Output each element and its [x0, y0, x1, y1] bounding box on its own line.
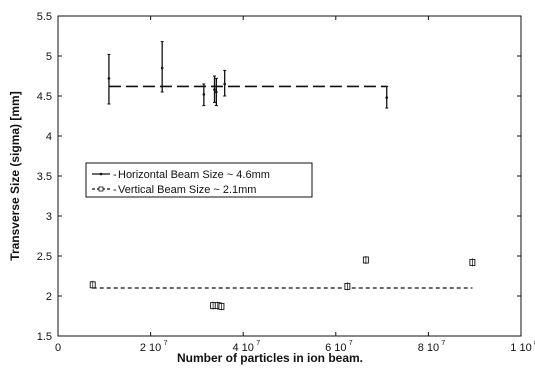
- legend-marker-vertical: [98, 186, 104, 192]
- legend-dash-vertical: -: [113, 184, 117, 196]
- point-horizontal: [223, 82, 226, 86]
- x-tick-label: 6 10: [325, 342, 346, 354]
- data-marks: [89, 41, 476, 311]
- point-horizontal: [215, 90, 218, 94]
- x-tick-label: 2 10: [140, 342, 161, 354]
- y-tick-label: 3.5: [37, 171, 52, 183]
- point-horizontal: [202, 93, 206, 96]
- x-tick-label: 4 10: [232, 342, 253, 354]
- x-tick-exponent: 7: [349, 340, 353, 347]
- y-tick-label: 4: [46, 131, 52, 143]
- x-axis-title: Number of particles in ion beam.: [177, 351, 363, 365]
- x-tick-exponent: 7: [441, 340, 445, 347]
- fit-lines: [92, 85, 473, 289]
- point-horizontal: [160, 66, 164, 70]
- legend-dash-horizontal: -: [113, 169, 117, 181]
- point-horizontal: [107, 77, 111, 80]
- y-tick-label: 2.5: [37, 251, 52, 263]
- point-horizontal: [385, 96, 389, 99]
- y-tick-label: 4.5: [37, 91, 52, 103]
- y-tick-label: 5.5: [37, 11, 52, 23]
- x-tick-label: 8 10: [418, 342, 439, 354]
- legend: - Horizontal Beam Size ~ 4.6mm - Vertica…: [85, 162, 313, 198]
- y-tick-label: 5: [46, 51, 52, 63]
- x-tick-label: 1 10: [510, 342, 531, 354]
- x-tick-label: 0: [55, 342, 61, 354]
- x-tick-exponent: 7: [164, 340, 168, 347]
- y-axis-title: Transverse Size (sigma) [mm]: [8, 91, 22, 260]
- x-tick-exponent: 7: [256, 340, 260, 347]
- legend-box: [85, 162, 313, 198]
- y-tick-label: 1.5: [37, 331, 52, 343]
- legend-marker-horizontal: [99, 172, 103, 176]
- y-tick-label: 3: [46, 211, 52, 223]
- y-axis: 1.5 2 2.5 3 3.5 4 4.5 5 5.5: [37, 11, 521, 343]
- legend-label-vertical: Vertical Beam Size ~ 2.1mm: [118, 184, 256, 196]
- legend-label-horizontal: Horizontal Beam Size ~ 4.6mm: [118, 169, 270, 181]
- point-horizontal: [213, 88, 216, 91]
- y-tick-label: 2: [46, 291, 52, 303]
